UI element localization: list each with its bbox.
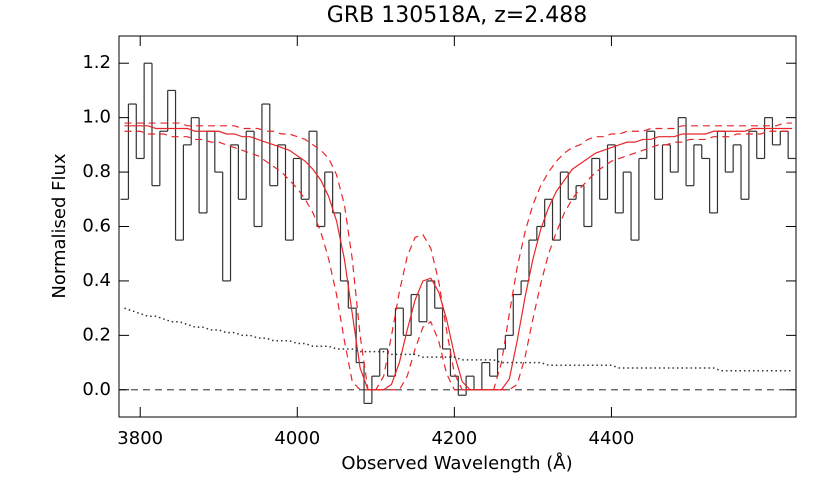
series-line bbox=[124, 130, 793, 391]
y-axis-label: Normalised Flux bbox=[49, 153, 70, 298]
y-tick-label: 0.6 bbox=[82, 216, 111, 237]
x-tick-label: 4400 bbox=[589, 428, 635, 449]
y-tick-label: 0.0 bbox=[82, 379, 111, 400]
x-tick-label: 3800 bbox=[117, 428, 163, 449]
flux-step-riser bbox=[127, 63, 789, 404]
y-tick-label: 0.4 bbox=[82, 270, 111, 291]
x-axis-label: Observed Wavelength (Å) bbox=[341, 452, 572, 474]
x-tick-label: 4200 bbox=[431, 428, 477, 449]
plot-frame bbox=[118, 35, 797, 418]
series-line bbox=[124, 122, 793, 391]
y-tick-label: 1.0 bbox=[82, 107, 111, 128]
series-line bbox=[124, 307, 793, 372]
series-line bbox=[124, 125, 793, 391]
y-tick-label: 1.2 bbox=[82, 52, 111, 73]
plot-area bbox=[119, 62, 796, 404]
y-tick-label: 0.2 bbox=[82, 324, 111, 345]
y-tick-label: 0.8 bbox=[82, 161, 111, 182]
chart-title: GRB 130518A, z=2.488 bbox=[327, 3, 587, 28]
x-tick-label: 4000 bbox=[274, 428, 320, 449]
